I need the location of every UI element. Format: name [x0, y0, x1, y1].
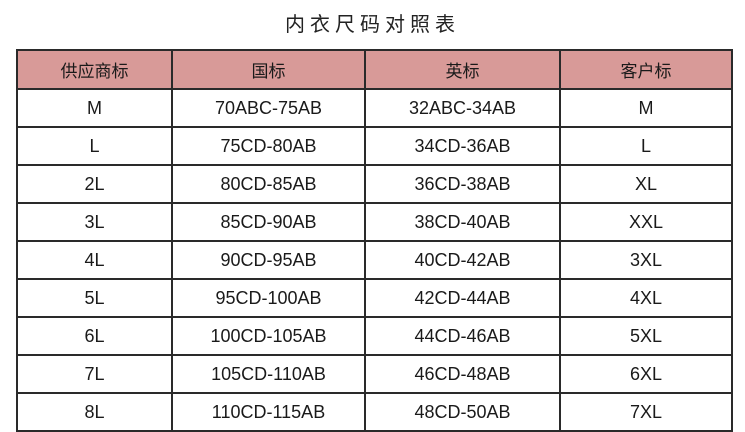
cell-supplier: 4L [16, 240, 173, 280]
cell-uk: 38CD-40AB [364, 202, 561, 242]
cell-national: 85CD-90AB [171, 202, 366, 242]
cell-customer: XL [559, 164, 733, 204]
size-chart-table: 供应商标 国标 英标 客户标 M 70ABC-75AB 32ABC-34AB M L 75… [16, 49, 733, 432]
page-title: 内衣尺码对照表 [285, 12, 460, 36]
cell-supplier: 8L [16, 392, 173, 432]
table-row: 5L 95CD-100AB 42CD-44AB 4XL [16, 278, 733, 318]
cell-customer: M [559, 88, 733, 128]
cell-national: 90CD-95AB [171, 240, 366, 280]
cell-customer: 5XL [559, 316, 733, 356]
table-row: 3L 85CD-90AB 38CD-40AB XXL [16, 202, 733, 242]
cell-customer: 6XL [559, 354, 733, 394]
table-row: 7L 105CD-110AB 46CD-48AB 6XL [16, 354, 733, 394]
cell-supplier: L [16, 126, 173, 166]
cell-national: 70ABC-75AB [171, 88, 366, 128]
cell-uk: 44CD-46AB [364, 316, 561, 356]
cell-supplier: 5L [16, 278, 173, 318]
cell-national: 95CD-100AB [171, 278, 366, 318]
cell-supplier: M [16, 88, 173, 128]
header-customer: 客户标 [559, 49, 733, 90]
table-row: 2L 80CD-85AB 36CD-38AB XL [16, 164, 733, 204]
cell-uk: 40CD-42AB [364, 240, 561, 280]
cell-uk: 48CD-50AB [364, 392, 561, 432]
cell-national: 110CD-115AB [171, 392, 366, 432]
cell-national: 75CD-80AB [171, 126, 366, 166]
cell-uk: 46CD-48AB [364, 354, 561, 394]
cell-national: 80CD-85AB [171, 164, 366, 204]
cell-supplier: 2L [16, 164, 173, 204]
table-row: 8L 110CD-115AB 48CD-50AB 7XL [16, 392, 733, 432]
table-row: L 75CD-80AB 34CD-36AB L [16, 126, 733, 166]
header-national: 国标 [171, 49, 366, 90]
table-row: M 70ABC-75AB 32ABC-34AB M [16, 88, 733, 128]
cell-uk: 36CD-38AB [364, 164, 561, 204]
table-row: 4L 90CD-95AB 40CD-42AB 3XL [16, 240, 733, 280]
cell-national: 105CD-110AB [171, 354, 366, 394]
cell-supplier: 7L [16, 354, 173, 394]
cell-supplier: 6L [16, 316, 173, 356]
table-row: 6L 100CD-105AB 44CD-46AB 5XL [16, 316, 733, 356]
header-uk: 英标 [364, 49, 561, 90]
cell-customer: 7XL [559, 392, 733, 432]
cell-supplier: 3L [16, 202, 173, 242]
cell-customer: 3XL [559, 240, 733, 280]
header-row: 供应商标 国标 英标 客户标 [16, 49, 733, 90]
cell-customer: XXL [559, 202, 733, 242]
cell-national: 100CD-105AB [171, 316, 366, 356]
cell-uk: 42CD-44AB [364, 278, 561, 318]
header-supplier: 供应商标 [16, 49, 173, 90]
cell-customer: L [559, 126, 733, 166]
cell-customer: 4XL [559, 278, 733, 318]
cell-uk: 32ABC-34AB [364, 88, 561, 128]
cell-uk: 34CD-36AB [364, 126, 561, 166]
